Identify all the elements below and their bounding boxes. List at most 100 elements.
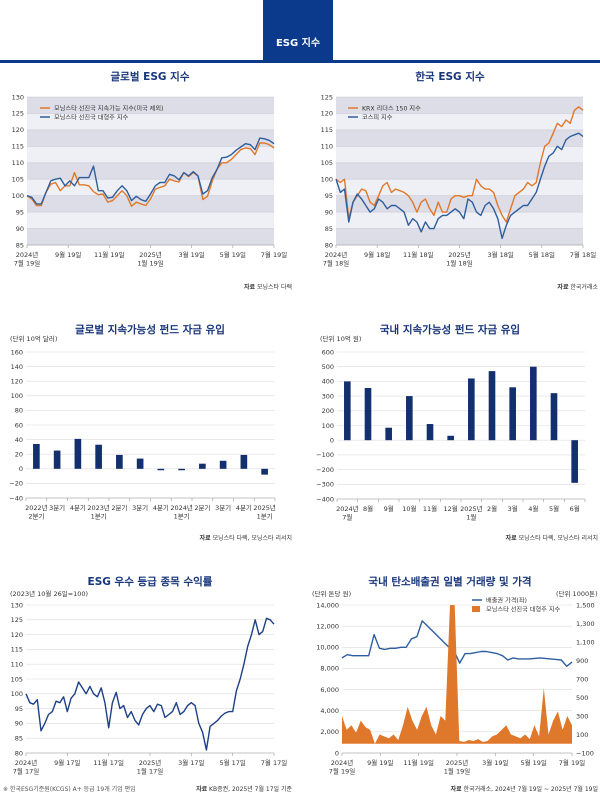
plot-band [27,228,274,245]
bar [488,371,496,441]
source-note: 자료 모닝스타 다렉, 모닝스타 리서치 [505,535,598,542]
y-tick-label: 95 [15,705,23,713]
x-tick-label: 11월 17일 [93,758,124,767]
unit-label: (2023년 10월 26일=100) [10,590,89,598]
y-tick-label: 80 [325,241,333,249]
x-tick-label: 2025년 [253,503,276,512]
x-tick-label: 3월 [508,504,518,513]
x-tick-label: 1분기 [174,512,190,521]
y-tick-label: 95 [325,192,333,200]
y-tick-label: 600 [322,348,334,356]
y-tick-label: −200 [316,466,334,474]
legend-label: 모닝스타 선진국 대형주 지수 [54,113,129,121]
y-tick-label: 10,000 [316,644,339,652]
x-tick-label: 2025년 [139,758,162,767]
bar [550,393,558,441]
y-tick-label: 2,000 [320,728,339,736]
footnote: ※ 한국ESG기준원(KCGS) A+ 등급 19개 기업 편입 [3,786,136,793]
legend-label: 모닝스타 선진국 대형주 지수 [486,605,561,613]
unit-label: (단위 10억 달러) [10,335,58,343]
x-tick-label: 7월 18일 [570,250,596,259]
x-tick-label: 3분기 [132,503,148,512]
x-tick-label: 5월 18일 [529,250,555,259]
y-tick-label: −100 [316,451,334,459]
y-tick-label: 8,000 [320,665,339,673]
y-tick-label: 400 [322,378,334,386]
x-tick-label: 2024년 [170,503,193,512]
series-line [26,137,275,205]
x-tick-label: 3월 19일 [178,250,204,259]
x-tick-label: 7월 17일 [261,758,287,767]
x-tick-label: 2025년 [460,504,483,513]
y-right-tick-label: 900 [576,657,588,665]
x-tick-label: 11월 19일 [403,758,434,767]
y-tick-label: 110 [12,159,24,167]
unit-label-left: (단위 톤당 원) [312,590,352,598]
y-tick-label: 125 [321,93,333,101]
bar [468,378,475,441]
x-tick-label: 7월 18일 [323,259,349,268]
plot-band [27,129,274,147]
y-tick-label: 14,000 [316,601,339,609]
chart-title-domestic-fund-flow: 국내 지속가능성 펀드 자금 유입 [379,324,521,336]
series-line [335,106,584,223]
y-tick-label: 140 [11,363,23,371]
x-tick-label: 1월 17일 [137,767,163,776]
bar [344,381,351,441]
y-tick-label: 300 [322,392,334,400]
y-tick-label: 120 [321,110,333,118]
x-tick-label: 9월 17일 [54,758,80,767]
x-tick-label: 5월 17일 [219,758,245,767]
x-tick-label: 5월 19일 [220,250,246,259]
x-tick-label: 3분기 [49,503,65,512]
bar [426,424,434,441]
y-tick-label: 105 [321,159,333,167]
x-tick-label: 2분기 [28,512,44,521]
y-tick-label: 100 [321,176,333,184]
y-tick-label: 110 [321,143,333,151]
x-tick-label: 2022년 [25,503,48,512]
x-tick-label: 11월 19일 [94,250,125,259]
x-tick-label: 9월 19일 [367,758,393,767]
header-divider [0,60,600,63]
bar [74,438,82,469]
x-tick-label: 3월 17일 [178,758,204,767]
bar [261,468,268,475]
bar [406,396,413,441]
x-tick-label: 4분기 [236,503,252,512]
y-tick-label: 125 [12,110,24,118]
x-tick-label: 9월 18일 [364,250,390,259]
x-tick-label: 2025년 [446,758,469,767]
y-tick-label: 130 [12,93,24,101]
y-right-tick-label: −100 [576,749,594,757]
x-tick-label: 9월 [384,504,394,513]
source-note: 자료 한국거래소, 2024년 7월 19일 ~ 2025년 7월 19일 [450,786,598,793]
x-tick-label: 4월 [528,504,538,513]
y-tick-label: 0 [19,465,23,473]
y-tick-label: 80 [15,407,23,415]
y-tick-label: 120 [11,631,23,639]
chart-title-esg-return: ESG 우수 등급 종목 수익률 [87,576,213,588]
legend-label: KRX 리더스 150 지수 [362,104,421,112]
x-tick-label: 9월 19일 [55,250,81,259]
bar [364,388,372,441]
y-right-tick-label: 300 [576,712,588,720]
y-tick-label: 115 [321,126,333,134]
plot-band [336,162,583,180]
x-tick-label: 4분기 [70,503,86,512]
bar [157,468,165,471]
y-right-tick-label: 1,300 [576,620,595,628]
x-tick-label: 6월 [570,504,580,513]
y-right-tick-label: 700 [576,675,588,683]
y-tick-label: 125 [11,616,23,624]
source-note: 자료 모닝스타 다렉, 모닝스타 리서치 [199,535,292,542]
y-tick-label: 85 [325,225,333,233]
y-tick-label: 160 [11,348,23,356]
chart-title-carbon-credit: 국내 탄소배출권 일별 거래량 및 가격 [368,576,532,588]
x-tick-label: 2분기 [194,503,210,512]
x-tick-label: 10월 [402,504,416,513]
chart-title-global-esg: 글로벌 ESG 지수 [110,71,190,83]
y-tick-label: −400 [316,495,334,503]
y-tick-label: 85 [15,735,23,743]
x-tick-label: 7월 [342,513,352,522]
